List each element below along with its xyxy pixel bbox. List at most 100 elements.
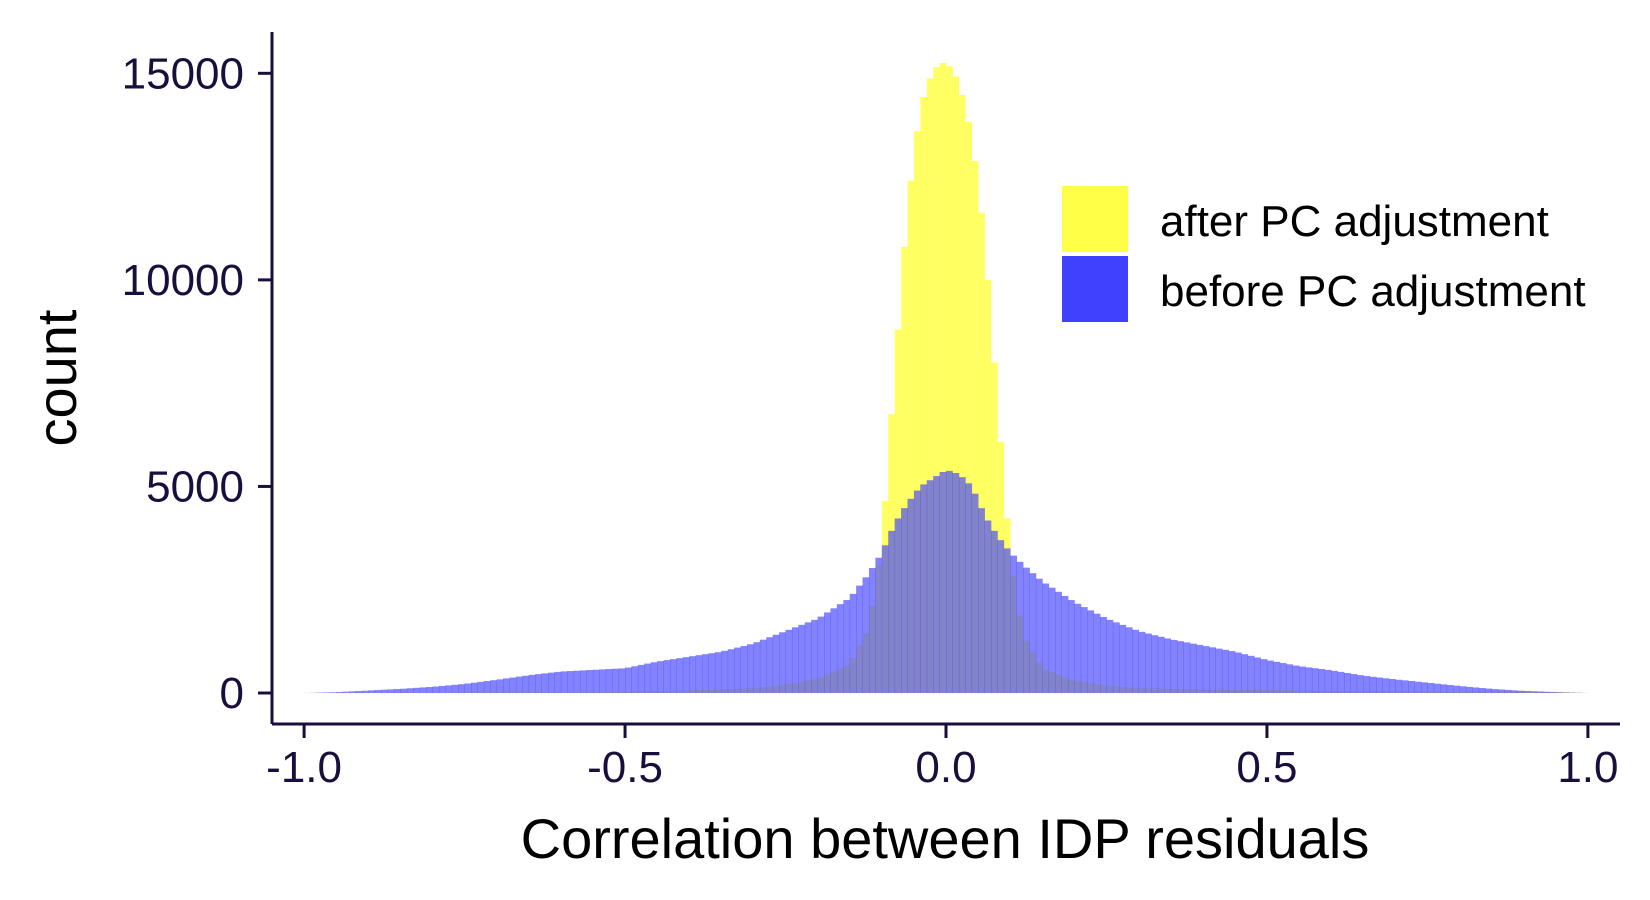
histogram-bar [888,530,896,694]
histogram-bar [509,677,517,694]
histogram-bar [946,66,953,694]
histogram-bar [1440,684,1448,694]
histogram-bar [554,671,562,694]
histogram-bar [413,687,421,694]
histogram-bar [817,616,825,694]
histogram-bar [779,632,786,694]
histogram-bar [374,690,382,694]
histogram-bar [1119,624,1127,694]
histogram-bar [965,121,973,694]
histogram-bar [1241,654,1249,694]
histogram-bar [772,634,780,694]
histogram-bar [907,180,915,694]
histogram-bar [1106,619,1114,694]
histogram-bar [1144,633,1152,694]
histogram-bar [1080,607,1088,694]
y-axis-ticks: 0 5000 10000 15000 [122,49,272,718]
histogram-bar [971,161,979,694]
x-tick-label: -0.5 [587,743,663,792]
histogram-bar [663,660,671,694]
histogram-bar [734,647,741,694]
histogram-bar [901,246,908,694]
histogram-bar [522,675,530,694]
histogram-bar [1311,668,1319,694]
histogram-bar [1003,548,1011,694]
histogram-bar [464,683,472,694]
legend-label-before: before PC adjustment [1160,267,1586,316]
histogram-bar [1100,616,1107,694]
histogram-bar [1324,669,1332,694]
histogram-bar [791,627,799,694]
histogram-bar [1498,689,1505,694]
histogram-bar [1517,690,1525,694]
histogram-bar [1305,667,1313,694]
histogram-bar [1132,629,1139,694]
histogram-bar [592,669,600,694]
histogram-bar [1433,683,1441,694]
histogram-bar [483,681,491,694]
histogram-bar [682,657,690,694]
histogram-bar [984,279,992,694]
histogram-bar [496,679,504,694]
histogram-bar [612,668,620,694]
histogram-bar [1074,603,1082,694]
histogram-bar [477,681,485,694]
histogram-bar [1318,669,1326,694]
histogram-bar [901,508,908,694]
histogram-bar [868,568,876,694]
histogram-bar [913,131,921,694]
histogram-bar [939,471,947,694]
histogram-bar [361,690,369,694]
histogram-bar [1395,679,1403,694]
histogram-bar [952,473,960,694]
histogram-bar [400,688,408,694]
histogram-bar [1491,689,1499,694]
histogram-bar [1157,636,1165,694]
histogram-bar [381,689,388,694]
histogram-bar [1562,692,1570,694]
histogram-bar [740,645,748,694]
histogram-bar [1228,651,1236,694]
histogram-bar [1042,583,1050,694]
histogram-bar [586,670,594,694]
histogram-bar [926,78,934,694]
histogram-bar [1222,649,1229,694]
histogram-bar [824,612,831,694]
histogram-bar [1446,685,1454,694]
histogram-bar [1485,688,1493,694]
histogram-bar [1530,691,1537,694]
histogram-bar [1189,643,1197,694]
histogram-bar [669,659,677,694]
histogram-bar [714,652,722,694]
histogram-bar [849,593,857,694]
histogram-bar [990,530,998,694]
histogram-bar [1215,648,1223,694]
histogram-bar [451,684,459,694]
histogram-bar [702,654,709,694]
histogram-bar [1170,639,1178,694]
histogram-bar [1453,685,1460,694]
histogram-bar [657,661,664,694]
histogram-bar [926,480,934,694]
histogram-bar [1266,660,1274,694]
histogram-bar [560,671,568,694]
histogram-bar [1286,664,1294,694]
histogram-bar [875,557,883,694]
histogram-bar [766,637,774,694]
histogram-bar [1337,671,1345,694]
histogram-bar [978,508,985,694]
histogram-bar [881,545,889,694]
histogram-bar [907,498,915,694]
histogram-bar [811,619,819,694]
histogram-bar [1510,690,1518,694]
legend-swatch-after [1062,186,1128,252]
histogram-bar [1388,679,1396,694]
y-axis-title: count [25,309,88,446]
histogram-bar [528,674,536,694]
legend: after PC adjustment before PC adjustment [1062,186,1586,322]
histogram-bar [631,666,639,694]
x-axis-title: Correlation between IDP residuals [521,807,1370,870]
histogram-bar [1523,691,1531,694]
histogram-bar [1202,646,1210,694]
y-tick-label: 15000 [122,49,244,98]
